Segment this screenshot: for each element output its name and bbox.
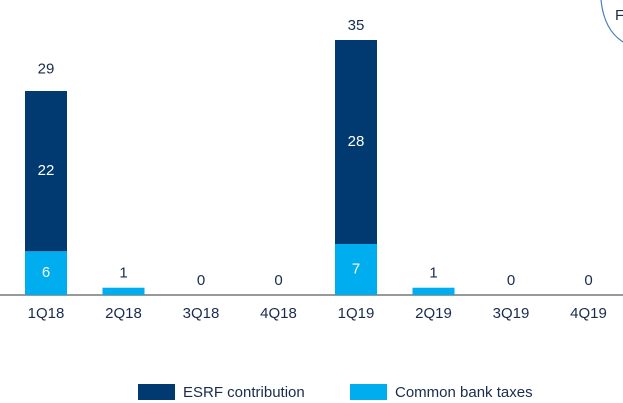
x-tick-label: 2Q19 — [415, 305, 452, 322]
x-tick-label: 2Q18 — [105, 305, 142, 322]
total-label: 0 — [197, 272, 205, 289]
total-label: 29 — [38, 61, 55, 78]
legend-swatch — [138, 384, 175, 400]
bar-segment — [25, 251, 67, 295]
x-tick-label: 3Q19 — [493, 305, 530, 322]
bar-segment — [335, 244, 377, 295]
total-label: 0 — [274, 272, 282, 289]
bar-segment — [102, 287, 145, 295]
segment-label: 7 — [352, 260, 360, 277]
x-tick-label: 4Q18 — [260, 305, 297, 322]
total-label: 1 — [429, 265, 437, 282]
annotation: F — [615, 7, 623, 24]
total-label: 1 — [119, 265, 127, 282]
legend-label: Common bank taxes — [395, 384, 533, 401]
segment-label: 22 — [38, 162, 55, 179]
callout-border — [600, 0, 623, 43]
legend-swatch — [350, 384, 387, 400]
x-tick-label: 1Q19 — [338, 305, 375, 322]
total-label: 0 — [584, 272, 592, 289]
legend-label: ESRF contribution — [183, 384, 305, 401]
bar-segment — [335, 40, 377, 244]
segment-label: 28 — [348, 133, 365, 150]
bar-segment — [25, 91, 67, 252]
bar-segment — [412, 287, 455, 295]
x-tick-label: 1Q18 — [28, 305, 65, 322]
x-tick-label: 4Q19 — [570, 305, 607, 322]
total-label: 35 — [348, 17, 365, 34]
segment-label: 6 — [42, 264, 50, 281]
x-tick-label: 3Q18 — [183, 305, 220, 322]
total-label: 0 — [507, 272, 515, 289]
